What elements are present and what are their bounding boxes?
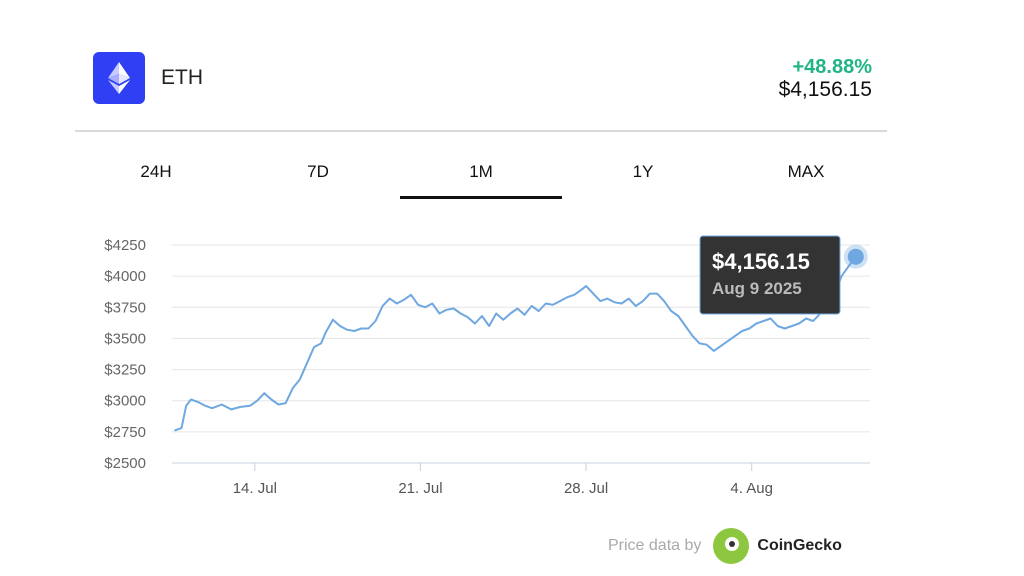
ethereum-logo-icon — [93, 52, 145, 104]
ethereum-icon — [108, 62, 130, 94]
price-change: +48.88% — [792, 56, 872, 78]
x-tick-label: 21. Jul — [398, 480, 442, 497]
coin-symbol: ETH — [161, 66, 203, 89]
tab-max[interactable]: MAX — [787, 162, 825, 181]
y-tick-label: $2750 — [104, 424, 146, 441]
x-tick-label: 14. Jul — [233, 480, 277, 497]
y-tick-label: $3500 — [104, 330, 146, 347]
coingecko-logo-icon[interactable] — [713, 528, 750, 564]
y-tick-label: $3000 — [104, 393, 146, 410]
y-tick-label: $3250 — [104, 362, 146, 379]
x-tick-label: 4. Aug — [730, 480, 773, 497]
tooltip-date: Aug 9 2025 — [712, 279, 802, 298]
y-tick-label: $4250 — [104, 237, 146, 254]
coingecko-link[interactable]: CoinGecko — [757, 537, 842, 554]
y-tick-label: $3750 — [104, 299, 146, 316]
x-tick-label: 28. Jul — [564, 480, 608, 497]
attribution-text: Price data by — [608, 537, 702, 554]
footer-attribution: Price data by CoinGecko — [608, 528, 842, 564]
coin-header: ETH +48.88% $4,156.15 — [75, 48, 887, 132]
tab-1m[interactable]: 1M — [469, 162, 493, 181]
range-tabs: 24H 7D 1M 1Y MAX — [75, 150, 887, 202]
y-tick-label: $4000 — [104, 268, 146, 285]
active-tab-indicator — [400, 196, 562, 199]
tab-1y[interactable]: 1Y — [632, 162, 654, 181]
highlight-point[interactable] — [847, 248, 864, 265]
tooltip-price: $4,156.15 — [712, 249, 810, 274]
price-series-line — [174, 256, 857, 432]
current-price: $4,156.15 — [778, 78, 872, 101]
price-tooltip — [699, 235, 841, 315]
tab-7d[interactable]: 7D — [307, 162, 329, 181]
tab-24h[interactable]: 24H — [140, 162, 172, 181]
y-tick-label: $2500 — [104, 455, 146, 472]
